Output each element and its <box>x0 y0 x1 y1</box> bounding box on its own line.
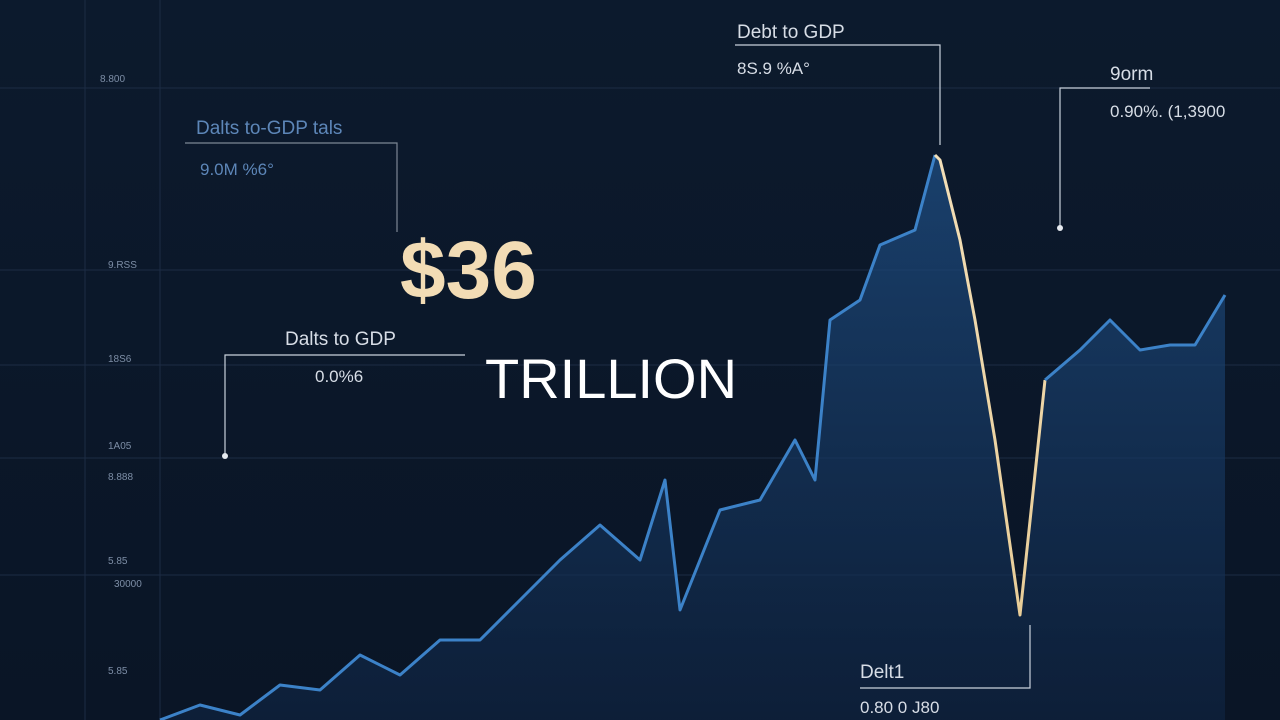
line <box>159 154 937 720</box>
axis-label: 5.85 <box>108 666 128 677</box>
leader-line <box>185 142 398 232</box>
axis-label: 8.888 <box>108 472 133 483</box>
annotation-title: Dalts to GDP <box>285 329 396 350</box>
annotation-title: Dalts to-GDP tals <box>196 118 342 139</box>
dot <box>222 453 228 459</box>
leader-line <box>860 625 1031 689</box>
leader-line <box>735 44 941 145</box>
annotation-title: 9orm <box>1110 64 1153 85</box>
trend-illustration <box>159 153 1227 720</box>
headline-amount: $36 <box>400 225 537 316</box>
headline-unit: TRILLION <box>485 347 737 410</box>
leader-line <box>1059 87 1150 226</box>
annotation-value: 0.90%. (1,3900 <box>1110 102 1225 121</box>
annotation-value: 8S.9 %A° <box>737 59 810 78</box>
axis-label: 18S6 <box>108 354 132 365</box>
dot <box>1057 225 1063 231</box>
leader-line <box>224 354 465 455</box>
leaders <box>185 44 1150 689</box>
axis-label: 9.RSS <box>108 260 137 271</box>
highlight-line <box>933 153 1047 617</box>
axis-label: 5.85 <box>108 556 128 567</box>
area <box>160 155 1225 720</box>
line <box>1044 294 1227 382</box>
axis-label: 1A05 <box>108 441 132 452</box>
annotation-value: 0.0%6 <box>315 367 363 386</box>
annotation-value: 9.0M %6° <box>200 160 274 179</box>
axis-label: 30000 <box>114 579 142 590</box>
annotation-title: Delt1 <box>860 662 904 683</box>
annotation-title: Debt to GDP <box>737 22 845 43</box>
annotation-value: 0.80 0 J80 <box>860 698 939 717</box>
axis-label: 8.800 <box>100 74 125 85</box>
axis-labels: 8.800 9.RSS 18S6 1A05 8.888 5.85 30000 5.85 <box>100 74 142 677</box>
